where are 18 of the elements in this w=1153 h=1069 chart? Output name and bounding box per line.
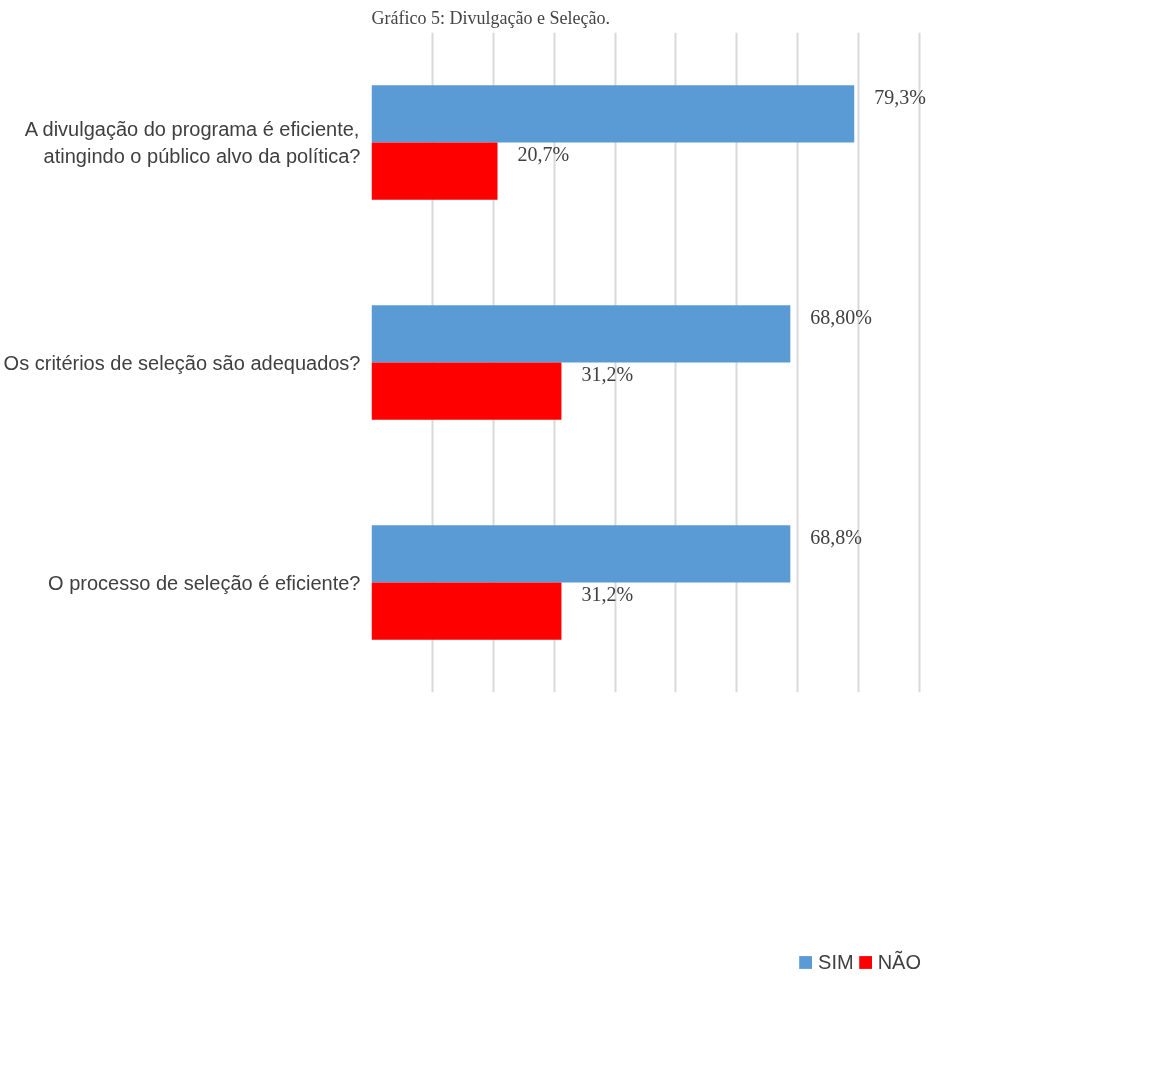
- bar: [371, 525, 791, 583]
- y-tick-label: O processo de seleção é eficiente?: [48, 571, 361, 594]
- y-tick-label: A divulgação do programa é eficiente, atingindo o público alvo da política?: [24, 118, 361, 167]
- legend-label: NÃO: [877, 950, 921, 974]
- chart-title: Gráfico 5: Divulgação e Seleção.: [371, 7, 610, 28]
- data-label: 79,3%: [874, 85, 926, 108]
- bar: [371, 85, 855, 143]
- data-label: 20,7%: [517, 143, 570, 166]
- data-label: 31,2%: [581, 363, 634, 386]
- bar: [371, 362, 562, 420]
- data-label: 68,8%: [810, 525, 863, 548]
- data-label: 68,80%: [810, 305, 873, 328]
- legend-label: SIM: [818, 950, 854, 974]
- data-label: 31,2%: [581, 583, 634, 606]
- bar: [371, 142, 498, 200]
- y-tick-label: Os critérios de seleção são adequados?: [3, 351, 361, 374]
- bar: [371, 305, 791, 363]
- bar: [371, 582, 562, 640]
